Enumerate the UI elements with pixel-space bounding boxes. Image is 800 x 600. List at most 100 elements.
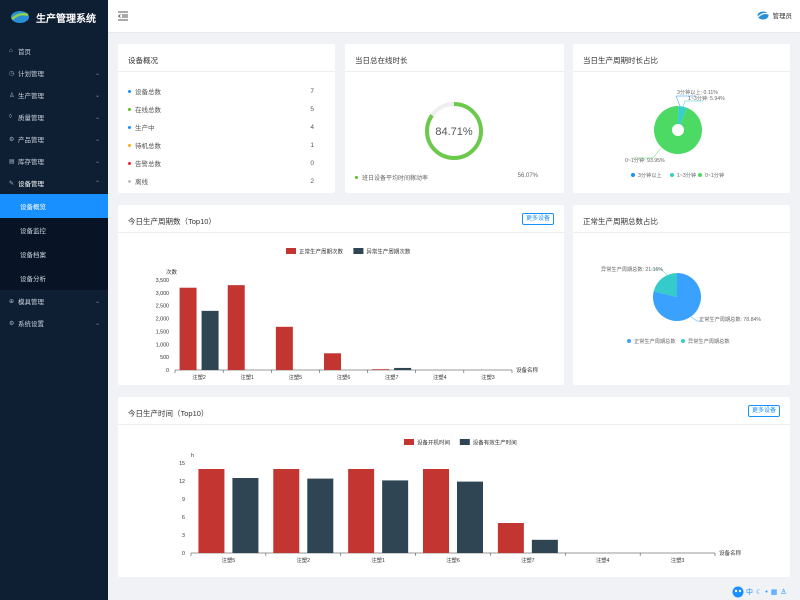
- pie-label: 1~3分钟: 5.94%: [688, 94, 725, 102]
- app-logo[interactable]: 生产管理系统: [0, 0, 108, 34]
- x-tick-label: 注塑7: [385, 373, 399, 381]
- x-tick-label: 注塑2: [192, 373, 206, 381]
- sidebar-subitem-monitor[interactable]: 设备监控: [20, 228, 46, 235]
- sidebar-item-plan[interactable]: ◷ 计划管理 ⌄: [0, 62, 108, 84]
- bar: [531, 539, 558, 553]
- x-tick-label: 注塑4: [596, 556, 610, 564]
- status-dot: [128, 107, 131, 111]
- y-axis-unit: 次数: [166, 268, 178, 276]
- legend-dot: [670, 173, 674, 177]
- normal-ratio-card: 正常生产周期总数占比 异常生产周期总数: 21.16% 正常生产周期总数: 78.…: [573, 205, 790, 385]
- sidebar-item-inventory[interactable]: ▤ 库存管理 ⌄: [0, 150, 108, 172]
- overview-row: 在线总数 5: [128, 104, 324, 114]
- floating-toolbar[interactable]: 中 ☾ • ▦ ♙: [732, 584, 800, 600]
- cycle-ratio-pie: 3分钟以上: 0.11%1~3分钟: 5.94% 0~1分钟: 93.95% 3分钟…: [625, 88, 725, 179]
- pie-label-line: [690, 316, 703, 322]
- bar: [201, 310, 219, 370]
- sidebar-item-mold[interactable]: ⊕ 模具管理 ⌄: [0, 290, 108, 312]
- sidebar-item-label: 设备管理: [18, 181, 44, 188]
- y-tick-label: 3: [182, 533, 185, 539]
- overview-label: 离线: [135, 179, 148, 186]
- overview-row: 待机总数 1: [128, 140, 324, 150]
- x-axis-name: 设备名称: [719, 549, 742, 557]
- status-dot: [128, 179, 131, 183]
- gauge-arc: [425, 102, 483, 160]
- sidebar-item-quality[interactable]: ◊ 质量管理 ⌄: [0, 106, 108, 128]
- top-bar: 管理员: [108, 0, 800, 33]
- status-dot: [128, 125, 131, 129]
- pie-slice: [678, 106, 687, 130]
- more-devices-button[interactable]: 更多设备: [747, 405, 780, 417]
- wrench-icon: ✎: [9, 180, 15, 187]
- cycles-chart-card: 今日生产周期数（Top10） 更多设备 正常生产周期次数 异常生产周期次数 次数 0 5…: [118, 205, 564, 385]
- overview-row: 设备总数 7: [128, 86, 324, 96]
- y-tick-label: 9: [182, 497, 185, 503]
- x-tick-label: 注塑6: [446, 556, 460, 564]
- status-dot: [128, 89, 131, 93]
- sidebar-item-label: 产品管理: [18, 137, 44, 144]
- legend-label: 正常生产周期总数: [634, 337, 676, 345]
- mold-icon: ⊕: [9, 298, 15, 305]
- box-icon: ▤: [9, 158, 15, 165]
- bar: [324, 353, 341, 370]
- x-tick-label: 注塑3: [671, 556, 685, 564]
- x-tick-label: 注塑5: [289, 373, 303, 381]
- legend-swatch: [353, 248, 364, 254]
- normal-ratio-title: 正常生产周期总数占比: [583, 217, 658, 226]
- bar: [179, 287, 197, 370]
- footer-value: 56.07%: [517, 173, 538, 179]
- overview-value: 7: [310, 87, 314, 95]
- cycle-ratio-title: 当日生产周期时长占比: [583, 56, 658, 65]
- y-tick-label: 3,500: [156, 278, 169, 284]
- legend-label: 设备开机时间: [417, 439, 450, 447]
- sidebar-item-label: 系统设置: [18, 321, 44, 328]
- sidebar-item-home[interactable]: ⌂ 首页: [0, 40, 108, 62]
- sidebar-item-product[interactable]: ⚙ 产品管理 ⌄: [0, 128, 108, 150]
- overview-label: 待机总数: [135, 143, 161, 150]
- chevron-down-icon: ⌄: [94, 320, 100, 327]
- bar: [307, 478, 334, 553]
- y-tick-label: 2,000: [156, 317, 169, 323]
- pie-label: 正常生产周期总数: 78.84%: [699, 315, 761, 323]
- logo-icon: [11, 11, 29, 23]
- sidebar-subitem-overview[interactable]: 设备概览: [0, 194, 108, 218]
- shirt-icon: ♙: [780, 589, 787, 596]
- y-axis-unit: h: [191, 453, 194, 459]
- sidebar-subitem-analysis[interactable]: 设备分析: [20, 276, 46, 283]
- sidebar-item-label: 库存管理: [18, 159, 44, 166]
- legend-swatch: [286, 248, 296, 254]
- pie-slice: [653, 273, 677, 297]
- bar: [423, 469, 449, 553]
- overview-value: 5: [310, 105, 314, 113]
- user-menu[interactable]: 管理员: [757, 10, 793, 20]
- sidebar-item-label: 生产管理: [18, 93, 44, 100]
- settings-icon: ⚙: [9, 320, 15, 327]
- legend-label: 正常生产周期次数: [299, 248, 344, 256]
- x-axis-name: 设备名称: [516, 366, 539, 374]
- pie-label-line: [633, 147, 662, 159]
- mascot-icon: [732, 586, 744, 598]
- sidebar-item-settings[interactable]: ⚙ 系统设置 ⌄: [0, 312, 108, 334]
- online-gauge: 84.71%: [425, 102, 483, 160]
- y-tick-label: 3,000: [156, 291, 169, 297]
- x-tick-label: 注塑2: [297, 556, 311, 564]
- x-tick-label: 注塑3: [481, 373, 495, 381]
- menu-collapse-icon[interactable]: [118, 11, 128, 21]
- sidebar-subitem-archive[interactable]: 设备档案: [20, 252, 46, 259]
- time-bar-chart: 设备开机时间 设备有效生产时间 h 0 3 6 9 12 15 注塑5 注塑2 注塑1 注塑6 注塑7 注塑…: [179, 439, 742, 565]
- more-devices-button[interactable]: 更多设备: [521, 213, 554, 225]
- chevron-down-icon: ⌄: [94, 92, 100, 99]
- home-icon: ⌂: [9, 48, 13, 54]
- user-name: 管理员: [772, 13, 793, 20]
- sidebar-item-production[interactable]: ♙ 生产管理 ⌄: [0, 84, 108, 106]
- y-tick-label: 0: [166, 368, 169, 374]
- chevron-down-icon: ⌄: [94, 158, 100, 165]
- x-tick-label: 注塑1: [240, 373, 254, 381]
- sidebar-item-equipment[interactable]: ✎ 设备管理 ⌃: [0, 172, 108, 194]
- bar: [227, 285, 245, 370]
- legend-swatch: [459, 439, 470, 445]
- gear-icon: ⚙: [9, 136, 15, 143]
- legend-label: 3分钟以上: [638, 171, 662, 179]
- bar: [372, 369, 390, 370]
